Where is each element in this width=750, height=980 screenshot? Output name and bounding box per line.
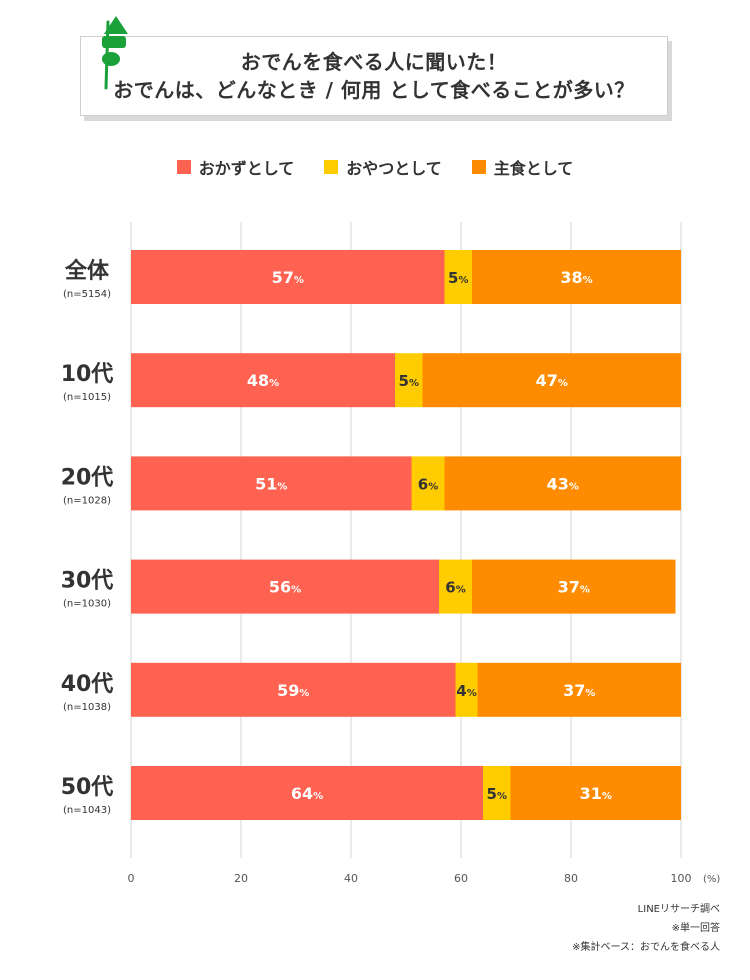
sample-size-label: (n=1043) [63,805,111,816]
x-tick-label: 60 [454,872,468,885]
bar-segment [472,250,681,304]
legend-swatch-shushoku [471,160,486,174]
x-tick-label: 20 [234,872,248,885]
sample-size-label: (n=1015) [63,392,111,403]
bar-value-label: 5% [487,785,507,803]
bar-segment [131,559,439,614]
bar-value-label: 37% [563,681,595,700]
labels-layer: 57% 5% 38% 48% 5% 47% 51% 6% 43% 56% 6% 37% 59% 4% 37%… [247,268,612,803]
legend-entry-shushoku: 主食として [471,155,574,179]
x-unit-label: (%) [703,874,720,885]
bar-value-label: 5% [448,269,468,287]
sample-size-label: (n=1038) [63,702,111,713]
legend-entry-okazu: おかずとして [176,155,295,179]
bars-layer [131,250,681,820]
bar-segment [472,559,676,614]
bar-value-label: 56% [269,578,301,597]
bar-value-label: 38% [560,268,592,287]
sample-size-label: (n=5154) [63,289,111,300]
category-label: 50代 [61,775,114,800]
legend: おかずとして おやつとして 主食として [0,155,750,179]
bar-segment [131,456,412,511]
bar-value-label: 43% [547,474,579,493]
bar-segment [131,353,395,408]
bar-segment [444,456,681,511]
bar-value-label: 59% [277,681,309,700]
legend-swatch-okazu [176,160,191,174]
bar-value-label: 31% [580,784,612,803]
category-label: 40代 [61,672,114,697]
legend-label-oyatsu: おやつとして [346,159,442,178]
bar-segment [455,662,478,717]
bar-value-label: 47% [536,371,568,390]
chart-title-line-1: おでんを食べる人に聞いた！ [240,50,508,74]
note-source: LINEリサーチ調べ [637,904,720,915]
category-label: 全体 [64,258,110,284]
sample-size-label: (n=1030) [63,599,111,610]
legend-label-okazu: おかずとして [198,159,295,178]
bar-value-label: 4% [456,682,476,700]
chart-title-line-2: おでんは、どんなとき / 何用 として食べることが多い？ [113,78,635,102]
legend-label-shushoku: 主食として [493,159,574,178]
bar-value-label: 6% [445,579,465,597]
bar-value-label: 64% [291,784,323,803]
bar-segment [477,662,681,717]
x-tick-label: 0 [128,872,135,885]
note-base: ※集計ベース：おでんを食べる人 [572,942,720,953]
category-label: 20代 [61,465,114,490]
bar-value-label: 51% [255,474,287,493]
stacked-bar-chart: 57% 5% 38% 48% 5% 47% 51% 6% 43% 56% 6% 37% 59% 4% 37%… [61,222,721,885]
category-label: 10代 [61,362,114,387]
bar-value-label: 6% [418,475,438,493]
oden-skewer-icon [102,16,128,90]
bar-segment [422,353,681,408]
bar-value-label: 37% [558,578,590,597]
category-label: 30代 [61,569,114,594]
bar-segment [444,250,472,304]
x-tick-label: 100 [671,872,692,885]
bar-segment [131,250,445,304]
sample-size-label: (n=1028) [63,495,111,506]
x-tick-label: 80 [564,872,578,885]
bar-segment [131,662,456,717]
axis-layer: 0 20 40 60 80 100 (%) 全体 (n=5154) 10代 (n=1015) 20代 (… [61,258,721,885]
bar-value-label: 57% [272,268,304,287]
legend-entry-oyatsu: おやつとして [324,155,442,179]
bar-segment [483,766,511,820]
bar-segment [411,456,445,511]
x-tick-label: 40 [344,872,358,885]
bar-segment [510,766,681,820]
bar-segment [131,766,483,820]
source-notes: LINEリサーチ調べ ※単一回答 ※集計ベース：おでんを食べる人 [572,900,720,957]
bar-value-label: 48% [247,371,279,390]
bar-segment [439,559,472,614]
bar-value-label: 5% [399,372,419,390]
grid-layer [130,222,682,858]
bar-segment [395,353,423,408]
note-single-answer: ※単一回答 [671,923,720,934]
legend-swatch-oyatsu [324,160,339,174]
title-box: おでんを食べる人に聞いた！ おでんは、どんなとき / 何用 として食べることが多… [80,36,668,116]
